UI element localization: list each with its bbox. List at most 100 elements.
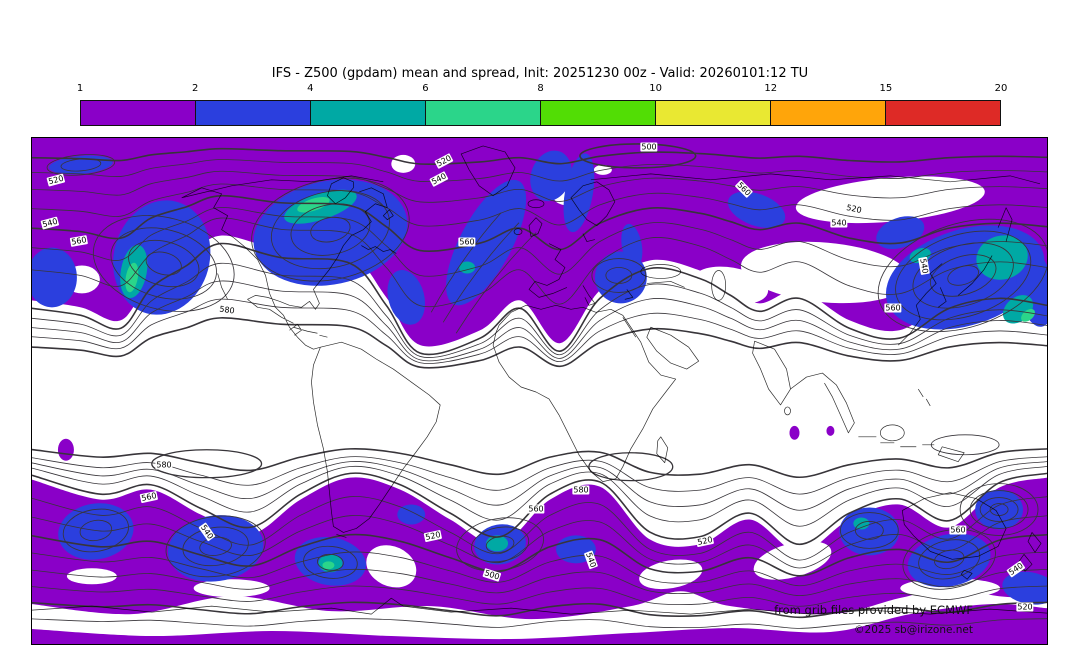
- attribution: from grib files provided by ECMWF ©2025 …: [774, 603, 973, 636]
- colorbar-segment-15-20: [885, 101, 1000, 125]
- colorbar-tick-4: 4: [307, 83, 314, 94]
- z500-contour-ring: [470, 526, 530, 563]
- z500-contour-ring: [62, 508, 129, 553]
- z500-contour-ring: [579, 143, 697, 169]
- colorbar-tick-20: 20: [994, 83, 1008, 94]
- z500-contour-ring: [251, 177, 410, 282]
- z500-contour-ring: [912, 242, 1014, 309]
- spread-band-antarctic: [32, 604, 1047, 644]
- spread-spot-purple: [826, 425, 835, 436]
- spread-spot-purple: [789, 425, 800, 440]
- z500-contour-north: [32, 159, 1047, 183]
- coastline-antarctica: [32, 597, 1047, 615]
- coastline-africa: [492, 304, 677, 482]
- coastline-europe: [513, 181, 726, 306]
- z500-contour-ring: [317, 553, 344, 571]
- z500-contour-south: [32, 472, 1047, 546]
- coastline-australia-nz: [901, 492, 1042, 580]
- z500-contour-ring: [918, 539, 981, 580]
- spread-blob-blue: [397, 504, 426, 525]
- spread-blob-green: [322, 561, 335, 570]
- spread-blob-blue: [32, 247, 77, 308]
- colorbar-segment-2-4: [195, 101, 310, 125]
- z500-contour-ring: [588, 452, 674, 482]
- spread-blob-blue: [1002, 571, 1047, 605]
- z500-contour-south: [32, 533, 1047, 577]
- z500-contour-ring: [934, 549, 965, 570]
- z500-contour-ring: [591, 258, 647, 293]
- spread-band-north: [32, 138, 1047, 347]
- z500-contour-ring: [60, 158, 102, 172]
- z500-contour-north: [32, 183, 1047, 227]
- attribution-copyright: ©2025 sb@irizone.net: [854, 624, 973, 636]
- z500-contour-ring: [979, 497, 1019, 522]
- z500-contour-ring: [46, 154, 116, 176]
- spread-blob-blue: [387, 270, 426, 325]
- z500-contour-south: [32, 585, 1047, 607]
- z500-contour-ring: [290, 203, 371, 256]
- colorbar-tick-8: 8: [537, 83, 544, 94]
- z500-contour-north: [32, 217, 1047, 308]
- spread-blob-blue: [907, 533, 991, 588]
- z500-contour-north: [32, 242, 1047, 356]
- colorbar-tick-10: 10: [649, 83, 662, 94]
- colorbar-tick-15: 15: [879, 83, 893, 94]
- z500-contour-ring: [79, 519, 113, 542]
- weather-map-svg: [32, 138, 1047, 644]
- colorbar-segment-10-12: [655, 101, 770, 125]
- z500-contour-ring: [895, 230, 1032, 321]
- z500-contour-north: [32, 317, 1047, 369]
- z500-contour-south: [32, 601, 1047, 619]
- colorbar-segment-4-6: [310, 101, 425, 125]
- colorbar-ticks: 1 2 4 6 8 10 12 15 20: [77, 83, 1008, 96]
- z500-contours-layer: [32, 143, 1047, 629]
- z500-contour-ring: [877, 218, 1047, 333]
- z500-contour-north: [32, 280, 1047, 362]
- colorbar-segment-12-15: [770, 101, 885, 125]
- map-panel: 520 540 560 520 540 560 500 560 520 540 540 560 580 5…: [31, 137, 1048, 645]
- low-spread-hole: [753, 540, 832, 580]
- coastline-north-america: [181, 175, 397, 350]
- coastline-asia: [590, 173, 1041, 463]
- spread-blob-blue: [621, 223, 643, 268]
- low-spread-hole: [740, 241, 910, 304]
- chart-title: IFS - Z500 (gpdam) mean and spread, Init…: [271, 66, 809, 81]
- z500-contour-south: [32, 447, 1047, 479]
- colorbar-segment-6-8: [425, 101, 540, 125]
- attribution-ecmwf: from grib files provided by ECMWF: [774, 603, 973, 617]
- low-spread-hole: [693, 266, 769, 305]
- z500-contour-north: [32, 147, 1047, 165]
- z500-contour-ring: [605, 267, 633, 284]
- z500-contour-ring: [303, 545, 358, 579]
- colorbar-tick-2: 2: [191, 83, 199, 94]
- z500-contour-north: [32, 194, 1047, 252]
- spread-blob-teal: [976, 235, 1028, 280]
- z500-contour-south: [32, 568, 1047, 596]
- z500-contour-south: [32, 618, 1047, 629]
- z500-contour-ring: [151, 449, 263, 479]
- z500-contour-ring: [270, 190, 390, 270]
- spread-shading-layer: [32, 138, 1047, 644]
- z500-contour-ring: [145, 251, 182, 276]
- z500-contour-ring: [839, 512, 899, 549]
- low-spread-hole: [639, 559, 703, 590]
- low-spread-hole: [366, 545, 417, 588]
- z500-contour-south: [32, 515, 1047, 569]
- z500-contour-ring: [929, 254, 997, 297]
- z500-contour-south: [32, 551, 1047, 587]
- coastlines-layer: [32, 145, 1047, 615]
- z500-contour-ring: [930, 434, 1000, 456]
- z500-contour-ring: [854, 521, 884, 540]
- spread-spot-purple: [726, 253, 739, 270]
- z500-contour-north: [32, 170, 1047, 203]
- z500-contour-ring: [110, 227, 217, 300]
- colorbar-tick-6: 6: [422, 83, 429, 94]
- z500-contour-ring: [310, 216, 351, 243]
- colorbar: [80, 100, 1001, 126]
- z500-contour-trough: [430, 212, 537, 334]
- spread-band-south: [32, 477, 1047, 620]
- z500-contour-south: [32, 461, 1047, 511]
- coastline-south-america: [311, 341, 441, 538]
- z500-contour-north: [32, 262, 1047, 358]
